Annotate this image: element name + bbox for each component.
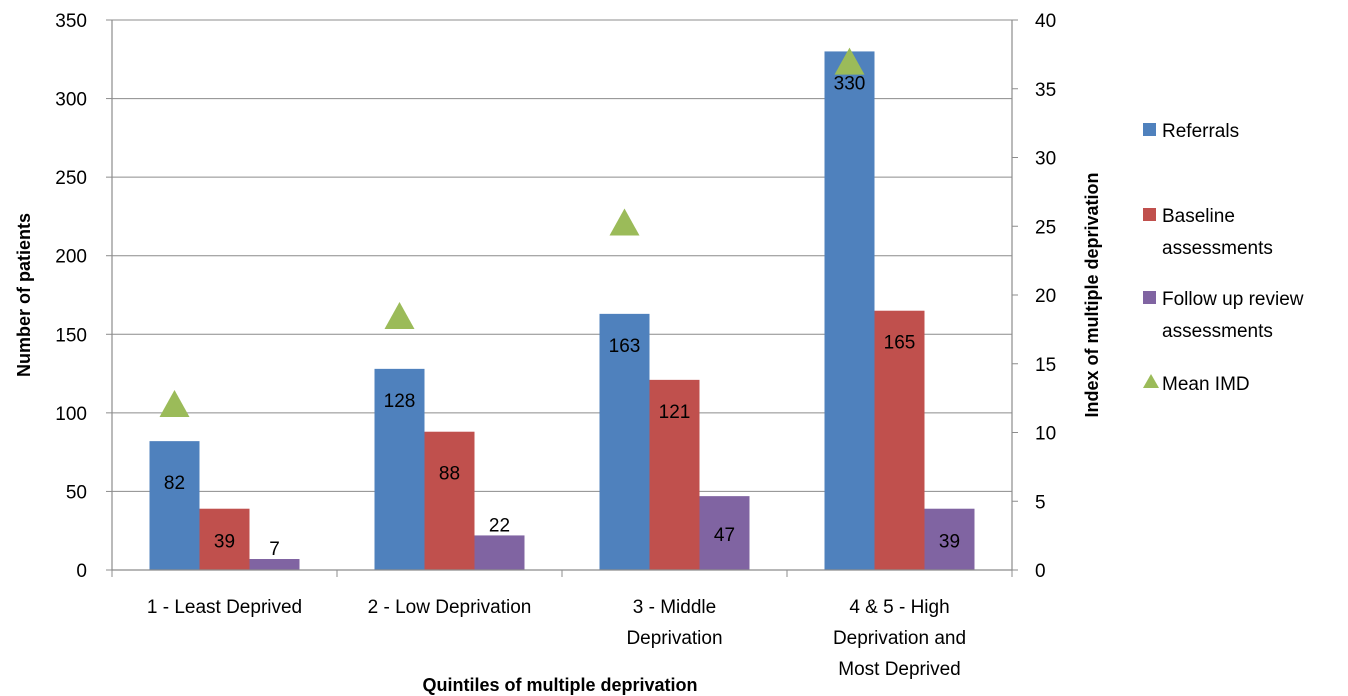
y2-tick-label: 10 <box>1035 424 1056 445</box>
y-tick-label: 50 <box>66 482 87 503</box>
data-label: 22 <box>489 515 510 536</box>
data-label: 39 <box>939 531 960 552</box>
data-label: 82 <box>164 473 185 494</box>
bar-follow-up-review-assessments <box>250 559 300 570</box>
legend-label: Referrals <box>1162 121 1239 142</box>
left-axis-ticks: 0 50 100 150 200 250 300 350 <box>55 11 87 582</box>
y2-tick-label: 40 <box>1035 11 1056 32</box>
legend-label: Mean IMD <box>1162 374 1250 395</box>
data-label: 47 <box>714 525 735 546</box>
data-label: 165 <box>884 333 916 354</box>
data-label: 88 <box>439 464 460 485</box>
legend-label: assessments <box>1162 321 1273 342</box>
bar-referrals <box>150 441 200 570</box>
data-label: 128 <box>384 391 416 412</box>
data-label: 163 <box>609 336 641 357</box>
y2-tick-label: 0 <box>1035 561 1046 582</box>
category-label: Deprivation and <box>833 628 966 649</box>
data-label: 121 <box>659 402 691 423</box>
mean-imd-marker <box>610 209 640 236</box>
y2-tick-label: 30 <box>1035 149 1056 170</box>
legend-swatch <box>1143 208 1156 221</box>
legend-label: assessments <box>1162 238 1273 259</box>
data-label: 39 <box>214 531 235 552</box>
mean-imd-marker <box>385 302 415 329</box>
bar-baseline-assessments <box>425 432 475 570</box>
mean-imd-markers <box>160 48 865 417</box>
data-label: 7 <box>269 539 280 560</box>
mean-imd-marker <box>160 390 190 417</box>
category-label: Deprivation <box>626 628 722 649</box>
y2-tick-label: 15 <box>1035 355 1056 376</box>
y-tick-label: 350 <box>55 11 87 32</box>
y-tick-label: 300 <box>55 90 87 111</box>
category-label: Most Deprived <box>838 659 961 680</box>
y-tick-label: 250 <box>55 168 87 189</box>
y2-tick-label: 20 <box>1035 286 1056 307</box>
bar-follow-up-review-assessments <box>475 535 525 570</box>
y-tick-label: 0 <box>76 561 87 582</box>
legend-swatch <box>1143 291 1156 304</box>
legend-label: Follow up review <box>1162 289 1304 310</box>
y2-axis-title: Index of multiple deprivation <box>1082 172 1102 417</box>
y2-tick-label: 25 <box>1035 217 1056 238</box>
legend-swatch <box>1143 123 1156 136</box>
y2-tick-label: 5 <box>1035 492 1046 513</box>
x-axis-title: Quintiles of multiple deprivation <box>422 675 697 695</box>
y2-tick-label: 35 <box>1035 80 1056 101</box>
category-labels: 1 - Least Deprived 2 - Low Deprivation 3 -… <box>147 597 966 680</box>
category-label: 4 & 5 - High <box>849 597 949 618</box>
bars <box>150 51 975 570</box>
y-tick-label: 150 <box>55 325 87 346</box>
data-label: 330 <box>834 73 866 94</box>
category-label: 1 - Least Deprived <box>147 597 302 618</box>
category-label: 3 - Middle <box>633 597 716 618</box>
y-axis-title: Number of patients <box>14 213 34 377</box>
bar-referrals <box>825 51 875 570</box>
legend: Referrals Baseline assessments Follow up re… <box>1143 121 1304 395</box>
y-tick-label: 100 <box>55 404 87 425</box>
y-tick-label: 200 <box>55 247 87 268</box>
category-label: 2 - Low Deprivation <box>368 597 532 618</box>
right-axis-ticks: 0 5 10 15 20 25 30 35 40 <box>1035 11 1056 582</box>
legend-triangle-icon <box>1143 374 1159 388</box>
legend-label: Baseline <box>1162 206 1235 227</box>
